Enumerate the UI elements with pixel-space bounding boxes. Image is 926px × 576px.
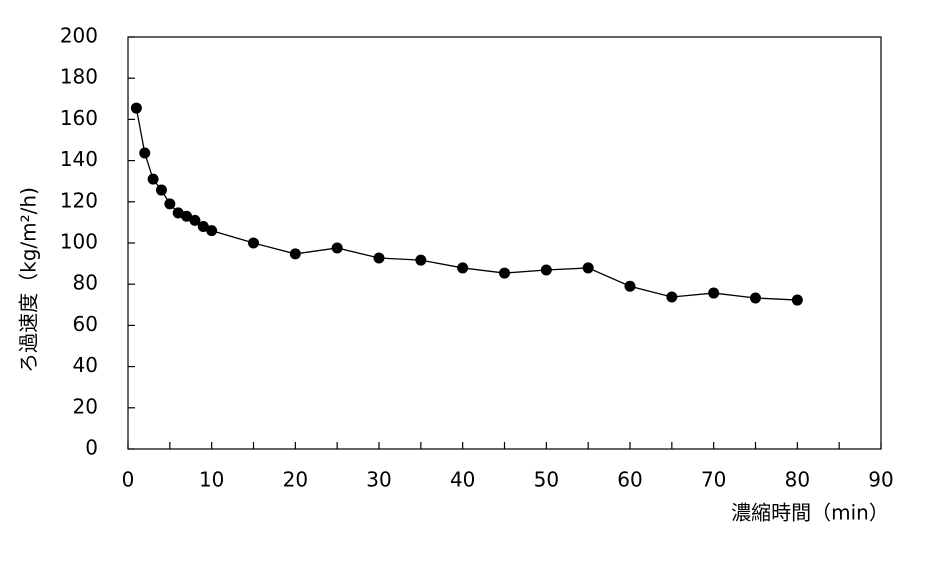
data-point xyxy=(666,291,678,303)
y-tick-label: 180 xyxy=(60,65,98,89)
data-point xyxy=(373,252,385,264)
data-point xyxy=(139,147,151,159)
y-tick-label: 60 xyxy=(73,312,98,336)
y-tick-label: 40 xyxy=(73,353,98,377)
plot-frame xyxy=(127,36,882,450)
data-point xyxy=(164,198,176,210)
x-tick-label: 60 xyxy=(617,468,642,492)
data-point xyxy=(415,254,427,266)
y-tick-label: 100 xyxy=(60,230,98,254)
y-tick-label: 20 xyxy=(73,394,98,418)
data-point xyxy=(750,292,761,304)
y-tick-label: 140 xyxy=(60,147,98,171)
x-tick-label: 70 xyxy=(701,468,726,492)
data-point xyxy=(197,221,209,233)
x-tick-label: 80 xyxy=(785,468,810,492)
data-point xyxy=(457,262,469,274)
y-tick-label: 80 xyxy=(73,271,98,295)
x-tick-label: 10 xyxy=(199,468,224,492)
data-point xyxy=(331,242,343,254)
data-point xyxy=(540,264,552,276)
data-point xyxy=(624,280,636,292)
x-tick-label: 30 xyxy=(366,468,391,492)
data-point xyxy=(189,214,201,226)
data-point xyxy=(172,207,184,219)
y-tick-label: 0 xyxy=(85,436,98,460)
y-tick-label: 160 xyxy=(60,106,98,130)
x-tick-label: 20 xyxy=(283,468,308,492)
y-axis-label: ろ過速度（kg/m²/h) xyxy=(17,187,41,373)
data-point xyxy=(582,262,594,274)
x-axis-label: 濃縮時間（min） xyxy=(731,501,889,525)
data-point xyxy=(791,294,803,306)
x-tick-label: 50 xyxy=(534,468,559,492)
data-point xyxy=(248,237,259,249)
x-tick-label: 0 xyxy=(122,468,135,492)
data-point xyxy=(181,210,193,222)
data-point xyxy=(206,225,218,237)
x-tick-label: 40 xyxy=(450,468,475,492)
data-point xyxy=(289,248,301,260)
data-point xyxy=(499,267,510,279)
data-point xyxy=(130,102,142,114)
data-point xyxy=(155,184,167,196)
data-point xyxy=(147,173,159,185)
x-tick-label: 90 xyxy=(868,468,893,492)
y-tick-label: 120 xyxy=(60,188,98,212)
data-point xyxy=(708,287,720,299)
y-tick-label: 200 xyxy=(60,24,98,48)
